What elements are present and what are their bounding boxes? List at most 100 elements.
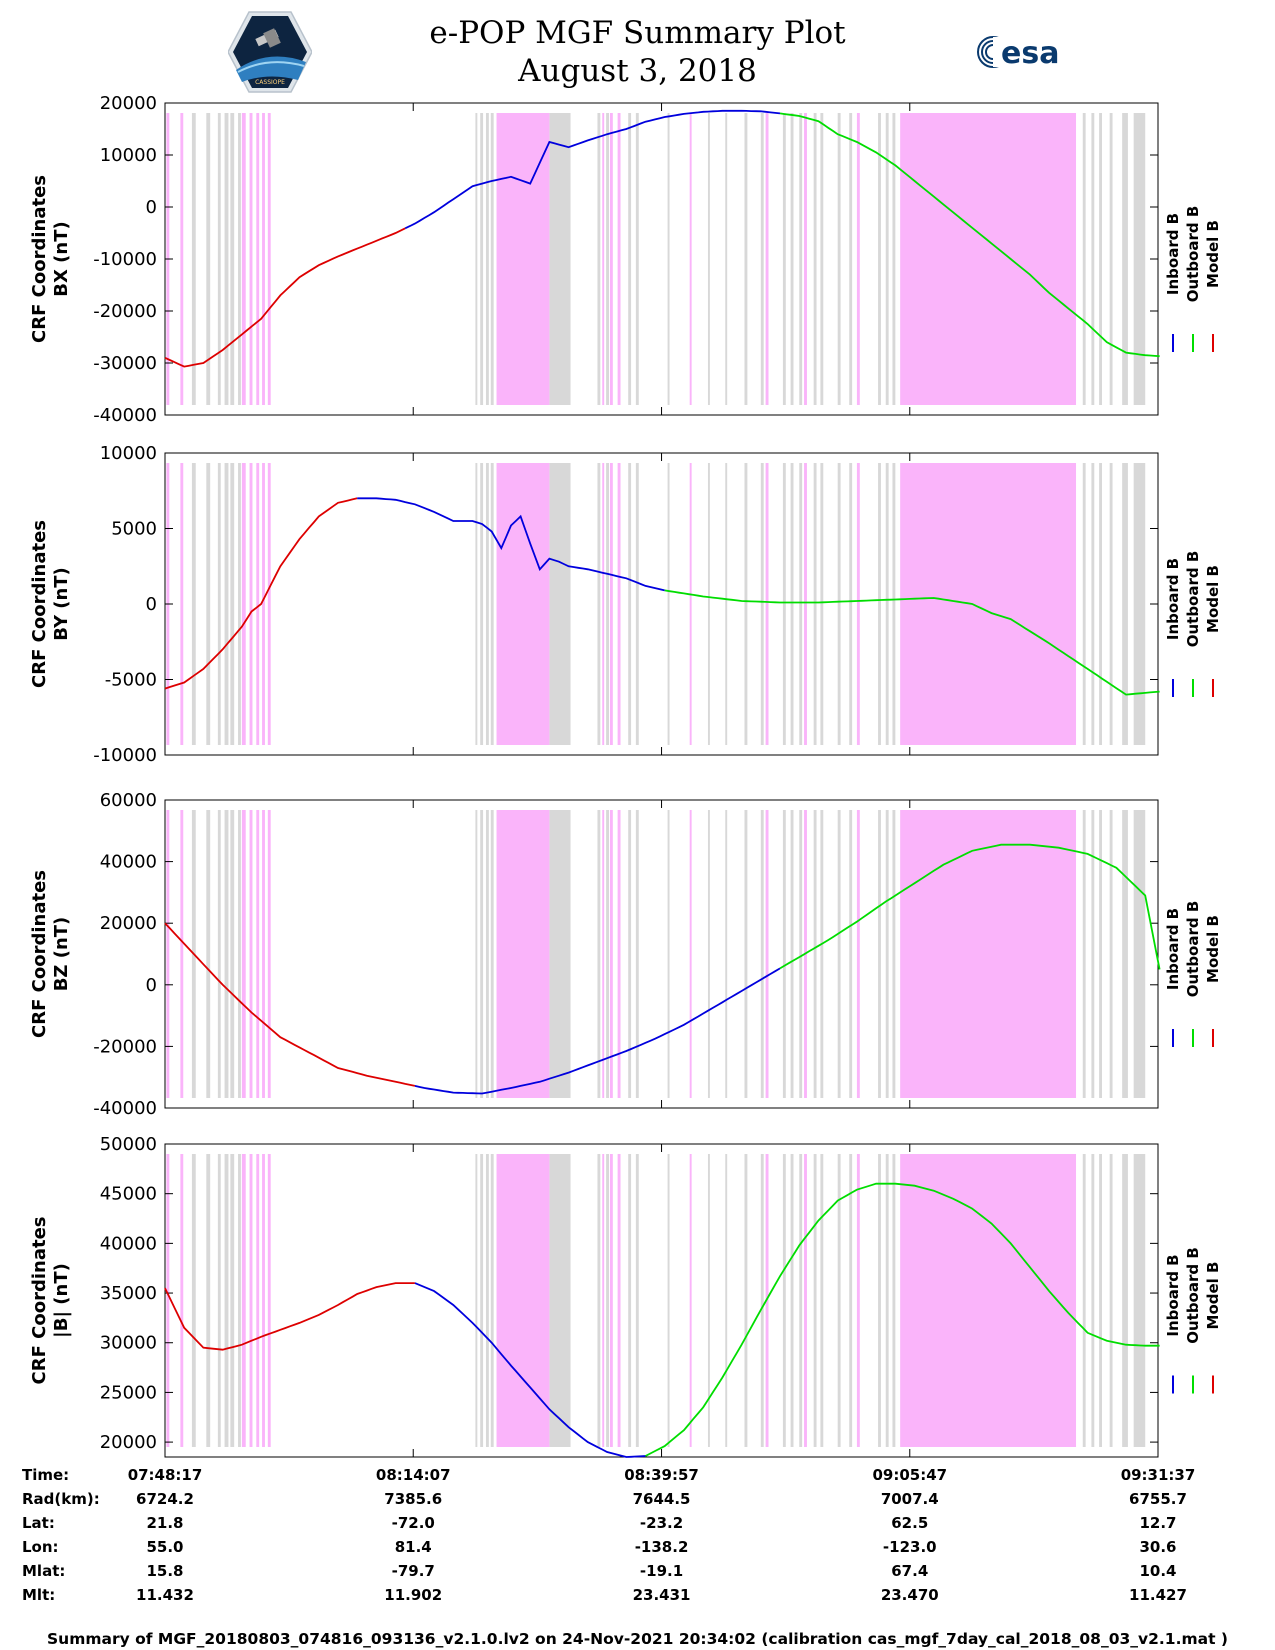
shade-gray (849, 810, 853, 1098)
shade-gray (628, 463, 632, 745)
shade-gray (878, 1154, 881, 1447)
shade-gray (230, 463, 235, 745)
shade-gray (744, 113, 748, 405)
shade-gray (635, 463, 639, 745)
shade-gray (238, 113, 241, 405)
shade-magenta (262, 810, 265, 1098)
shade-gray (1082, 1154, 1086, 1447)
shade-magenta (496, 113, 550, 405)
shade-gray (606, 810, 609, 1098)
y-tick-label: 0 (146, 594, 157, 615)
y-tick-label: 0 (146, 975, 157, 996)
shade-gray (238, 463, 241, 745)
shade-gray (837, 810, 841, 1098)
info-cell: 12.7 (1139, 1514, 1177, 1532)
shade-gray (760, 463, 764, 745)
info-row-label: Time: (22, 1466, 70, 1484)
shade-magenta (166, 810, 170, 1098)
shade-magenta (256, 113, 260, 405)
shade-magenta (267, 463, 271, 745)
legend-label: Inboard B (1164, 213, 1182, 295)
series-line-inboard-b (404, 109, 781, 230)
y-tick-label: 40000 (100, 852, 157, 873)
shade-gray (837, 113, 841, 405)
series-line-outboard-b (779, 843, 1161, 970)
svg-text:CASSIOPE: CASSIOPE (255, 79, 285, 86)
shade-magenta (617, 1154, 621, 1447)
shade-gray (490, 463, 494, 745)
shade-magenta (249, 463, 253, 745)
shade-gray (635, 1154, 639, 1447)
shade-gray (217, 1154, 221, 1447)
shade-gray (782, 113, 786, 405)
y-tick-label: 35000 (100, 1283, 157, 1304)
series-line-outboard-b (645, 1182, 1160, 1457)
info-cell: 55.0 (146, 1538, 184, 1556)
shade-gray (606, 1154, 609, 1447)
info-row-label: Lon: (22, 1538, 59, 1556)
shade-gray (667, 1154, 670, 1447)
shade-magenta (689, 463, 692, 745)
info-cell: 08:14:07 (375, 1466, 451, 1484)
info-cell: -138.2 (634, 1538, 689, 1556)
shade-gray (485, 1154, 489, 1447)
series-line-inboard-b (414, 967, 781, 1095)
shade-gray (725, 1154, 728, 1447)
y-axis-label-line: |B| (nT) (51, 1263, 72, 1338)
panel-bz: 60000 40000 20000 0 -20000 -40000 CRF Coordina… (29, 790, 1222, 1119)
y-tick-label: 45000 (100, 1184, 157, 1205)
info-cell: 6724.2 (136, 1490, 194, 1508)
shade-gray (1109, 113, 1113, 405)
shade-magenta (609, 810, 613, 1098)
shade-gray (597, 1154, 601, 1447)
y-tick-label: 10000 (100, 145, 157, 166)
shade-gray (790, 1154, 794, 1447)
shade-gray (667, 113, 670, 405)
shade-magenta (856, 113, 860, 405)
page-title: e-POP MGF Summary Plot August 3, 2018 (0, 14, 1275, 90)
shade-gray (217, 463, 221, 745)
series-line-inboard-b (414, 1282, 646, 1458)
shade-magenta (267, 113, 271, 405)
y-axis-label: CRF CoordinatesBY (nT) (29, 520, 72, 688)
info-cell: 7007.4 (880, 1490, 939, 1508)
info-cell: -123.0 (882, 1538, 937, 1556)
shade-gray (878, 463, 881, 745)
y-tick-label: -5000 (105, 670, 157, 691)
series-line-model-b (164, 922, 416, 1087)
shade-gray (892, 113, 896, 405)
y-axis-label-line: CRF Coordinates (29, 870, 50, 1038)
y-axis-label-line: CRF Coordinates (29, 520, 50, 688)
shade-gray (606, 113, 609, 405)
y-tick-label: -20000 (93, 1036, 157, 1057)
info-cell: -79.7 (391, 1562, 435, 1580)
shade-magenta (804, 1154, 807, 1447)
shade-gray (475, 810, 478, 1098)
shade-gray (892, 810, 896, 1098)
shade-magenta (602, 113, 605, 405)
shade-magenta (856, 463, 860, 745)
shade-gray (485, 810, 489, 1098)
shade-gray (1091, 1154, 1095, 1447)
shade-gray (790, 810, 794, 1098)
y-axis-label-line: BY (nT) (51, 567, 72, 641)
info-cell: 6755.7 (1129, 1490, 1187, 1508)
title-line-2: August 3, 2018 (518, 53, 757, 89)
shade-gray (230, 1154, 235, 1447)
info-row-label: Mlt: (22, 1586, 56, 1604)
info-cell: 09:05:47 (872, 1466, 948, 1484)
info-cell: 30.6 (1139, 1538, 1177, 1556)
y-tick-label: 30000 (100, 1333, 157, 1354)
shade-gray (1109, 1154, 1113, 1447)
info-cell: 62.5 (891, 1514, 929, 1532)
shade-gray (1109, 463, 1113, 745)
shade-gray (820, 113, 824, 405)
shade-magenta (180, 1154, 184, 1447)
shade-gray (1091, 113, 1095, 405)
shade-magenta (256, 1154, 260, 1447)
shade-gray (597, 810, 601, 1098)
series-line-model-b (164, 497, 358, 690)
shade-gray (480, 463, 484, 745)
info-cell: 23.470 (880, 1586, 939, 1604)
shade-magenta (602, 1154, 605, 1447)
